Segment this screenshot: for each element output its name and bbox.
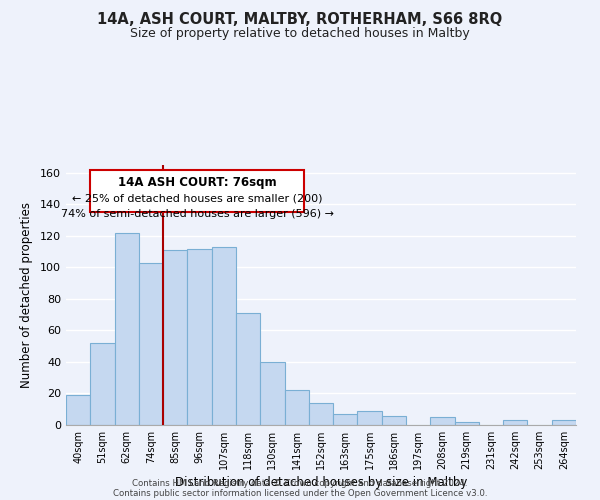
FancyBboxPatch shape (90, 170, 304, 212)
Bar (212, 247, 236, 425)
Bar (430, 417, 455, 425)
Bar (382, 416, 406, 425)
Bar (139, 262, 163, 425)
Bar (552, 420, 576, 425)
Bar (115, 233, 139, 425)
Text: 14A ASH COURT: 76sqm: 14A ASH COURT: 76sqm (118, 176, 277, 189)
X-axis label: Distribution of detached houses by size in Maltby: Distribution of detached houses by size … (175, 476, 467, 489)
Text: Contains HM Land Registry data © Crown copyright and database right 2024.: Contains HM Land Registry data © Crown c… (132, 478, 468, 488)
Bar (284, 390, 309, 425)
Text: Size of property relative to detached houses in Maltby: Size of property relative to detached ho… (130, 28, 470, 40)
Bar (187, 248, 212, 425)
Bar (260, 362, 284, 425)
Y-axis label: Number of detached properties: Number of detached properties (20, 202, 33, 388)
Bar (503, 420, 527, 425)
Bar (333, 414, 358, 425)
Text: ← 25% of detached houses are smaller (200): ← 25% of detached houses are smaller (20… (72, 194, 322, 203)
Text: Contains public sector information licensed under the Open Government Licence v3: Contains public sector information licen… (113, 488, 487, 498)
Bar (236, 313, 260, 425)
Bar (163, 250, 187, 425)
Bar (455, 422, 479, 425)
Bar (66, 395, 90, 425)
Text: 74% of semi-detached houses are larger (596) →: 74% of semi-detached houses are larger (… (61, 209, 334, 219)
Bar (90, 343, 115, 425)
Bar (358, 411, 382, 425)
Bar (309, 403, 333, 425)
Text: 14A, ASH COURT, MALTBY, ROTHERHAM, S66 8RQ: 14A, ASH COURT, MALTBY, ROTHERHAM, S66 8… (97, 12, 503, 28)
